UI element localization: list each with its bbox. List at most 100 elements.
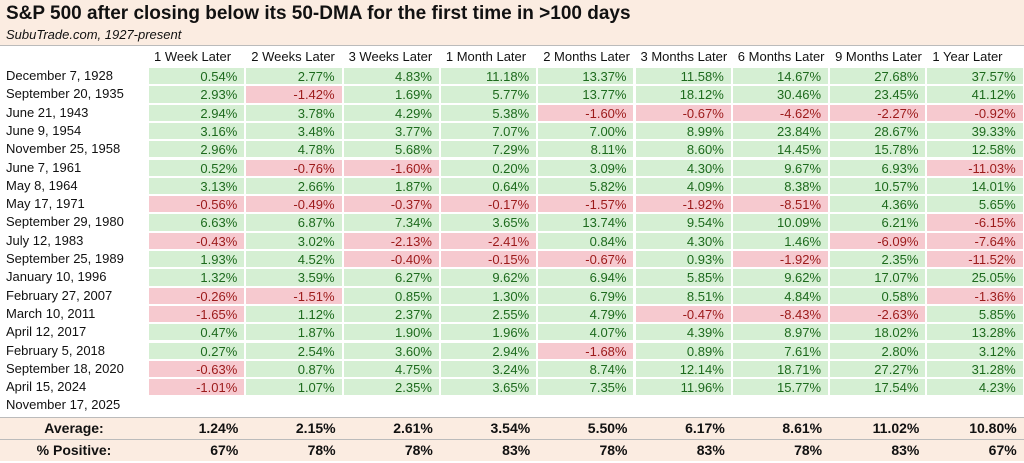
subtitle: SubuTrade.com, 1927-present [6,27,182,42]
value-cell: -0.17% [439,195,538,214]
value-cell: 1.93% [148,250,246,269]
value-cell: 2.96% [148,140,246,159]
value-cell: 3.77% [342,121,440,141]
row-label: March 10, 2011 [6,305,96,321]
value-cell: 11.18% [439,67,538,86]
value-cell: 18.12% [634,85,732,104]
column-header: 6 Months Later [737,49,825,64]
value-cell: 13.37% [537,67,635,86]
value-cell: -2.41% [439,231,538,250]
value-cell: 2.94% [148,103,246,122]
value-cell: 11.96% [634,378,732,397]
value-cell: 1.87% [342,176,440,196]
value-cell: 5.82% [537,176,635,196]
value-cell: -0.92% [926,103,1024,122]
value-cell: 9.62% [439,268,538,287]
value-cell: -0.67% [537,250,635,269]
value-cell: 6.79% [537,286,635,305]
value-cell: -0.15% [439,250,538,269]
value-cell: 10.09% [731,213,830,232]
row-label: November 25, 1958 [6,141,121,157]
value-cell: -7.64% [926,231,1024,250]
value-cell: 13.28% [926,323,1024,342]
value-cell: 3.78% [245,103,343,122]
column-header: 3 Months Later [640,49,728,64]
value-cell: 41.12% [926,85,1024,104]
summary-value: 2.15% [295,419,336,436]
value-cell: -1.92% [731,250,830,269]
value-cell: -0.49% [245,195,343,214]
value-cell: 0.52% [148,158,246,177]
row-label: April 12, 2017 [6,324,87,340]
value-cell: 0.87% [245,359,343,379]
summary-value: 83% [696,441,725,458]
value-cell: 0.89% [634,341,732,360]
value-cell: 27.68% [829,67,927,86]
value-cell: 2.66% [245,176,343,196]
value-cell: 0.27% [148,341,246,360]
value-cell: 1.96% [439,323,538,342]
value-cell: -2.63% [829,304,927,324]
row-label: July 12, 1983 [6,232,84,248]
row-label: December 7, 1928 [6,68,113,83]
value-cell: 0.64% [439,176,538,196]
row-label: January 10, 1996 [6,269,107,285]
summary-label: Average: [44,419,104,436]
value-cell: 31.28% [926,359,1024,379]
value-cell: 6.93% [829,158,927,177]
value-cell: 12.58% [926,140,1024,159]
value-cell: -1.60% [537,103,635,122]
summary-value: 78% [307,441,336,458]
value-cell: 15.77% [731,378,830,397]
value-cell: 37.57% [926,67,1024,86]
summary-value: 1.24% [198,419,239,436]
value-cell: 3.12% [926,341,1024,360]
value-cell: 2.93% [148,85,246,104]
value-cell: 5.85% [926,304,1024,324]
value-cell: -11.03% [926,158,1024,177]
value-cell: 4.29% [342,103,440,122]
value-cell: 3.48% [245,121,343,141]
value-cell: 7.35% [537,378,635,397]
value-cell: 13.74% [537,213,635,232]
value-cell: -1.57% [537,195,635,214]
value-cell: 9.62% [731,268,830,287]
value-cell: 0.58% [829,286,927,305]
value-cell: -0.67% [634,103,732,122]
value-cell: 27.27% [829,359,927,379]
row-label: November 17, 2025 [6,397,121,413]
value-cell: 1.07% [245,378,343,397]
summary-value: 83% [502,441,531,458]
value-cell: 4.84% [731,286,830,305]
value-cell: 3.60% [342,341,440,360]
value-cell: 7.34% [342,213,440,232]
value-cell: 3.65% [439,213,538,232]
summary-value: 78% [794,441,823,458]
row-label: February 5, 2018 [6,342,106,358]
value-cell: 11.58% [634,67,732,86]
value-cell: -0.40% [342,250,440,269]
value-cell: 28.67% [829,121,927,141]
value-cell: 4.07% [537,323,635,342]
row-label: September 18, 2020 [6,360,124,376]
value-cell: 9.54% [634,213,732,232]
value-cell: 1.90% [342,323,440,342]
value-cell: 1.87% [245,323,343,342]
summary-value: 6.17% [685,419,725,436]
summary-value: 2.61% [393,419,433,436]
value-cell: -8.43% [731,304,830,324]
summary-value: 3.54% [490,419,531,436]
value-cell: -1.42% [245,85,343,104]
value-cell: 23.84% [731,121,830,141]
value-cell: -1.01% [148,378,246,397]
value-cell: 8.51% [634,286,732,305]
value-cell: 17.54% [829,378,927,397]
value-cell: 3.09% [537,158,635,177]
column-header: 1 Year Later [932,49,1003,64]
value-cell: 4.23% [926,378,1024,397]
value-cell: -0.56% [148,195,246,214]
value-cell: 6.63% [148,213,246,232]
value-cell: 2.80% [829,341,927,360]
value-cell: -6.09% [829,231,927,250]
